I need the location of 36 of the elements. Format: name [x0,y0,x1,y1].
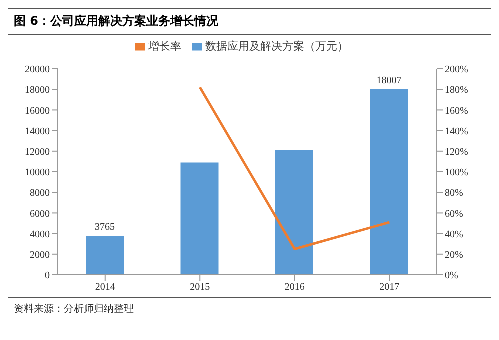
bar [276,150,314,275]
y-tick-label: 12000 [25,146,50,158]
y-tick-label: 10000 [25,168,50,179]
y2-tick-label: 120% [445,146,468,158]
y2-tick-label: 40% [445,229,464,240]
x-tick-label: 2014 [95,282,116,294]
bar [180,162,219,275]
y-tick-label: 8000 [30,188,50,200]
data-label: 18007 [376,76,402,87]
legend-label: 增长率 [148,41,182,53]
bar [370,90,408,275]
x-tick-label: 2015 [190,282,210,294]
y-tick-label: 18000 [25,85,50,96]
legend-label: 数据应用及解决方案（万元） [206,41,348,53]
x-tick-label: 2016 [284,282,305,294]
y-tick-label: 0 [45,270,50,282]
y-tick-label: 6000 [30,208,50,220]
text: 资料来源：分析师归纳整理 [14,302,135,316]
y-tick-label: 2000 [30,250,50,261]
y2-tick-label: 20% [445,250,464,261]
y-tick-label: 20000 [25,64,50,76]
y-tick-label: 4000 [30,229,50,240]
y2-tick-label: 0% [445,270,458,282]
y2-tick-label: 80% [445,188,464,200]
y-tick-label: 16000 [25,106,50,117]
x-tick-label: 2017 [380,282,400,294]
y2-tick-label: 200% [445,64,468,76]
data-label: 3765 [95,222,115,234]
y2-tick-label: 100% [445,168,468,179]
y2-tick-label: 60% [445,208,464,220]
y2-tick-label: 180% [445,85,468,96]
y2-tick-label: 140% [445,126,468,138]
y-tick-label: 14000 [25,126,50,138]
bar [86,236,124,275]
chart-title: 图 6：公司应用解决方案业务增长情况 [8,8,491,35]
y2-tick-label: 160% [445,106,468,117]
